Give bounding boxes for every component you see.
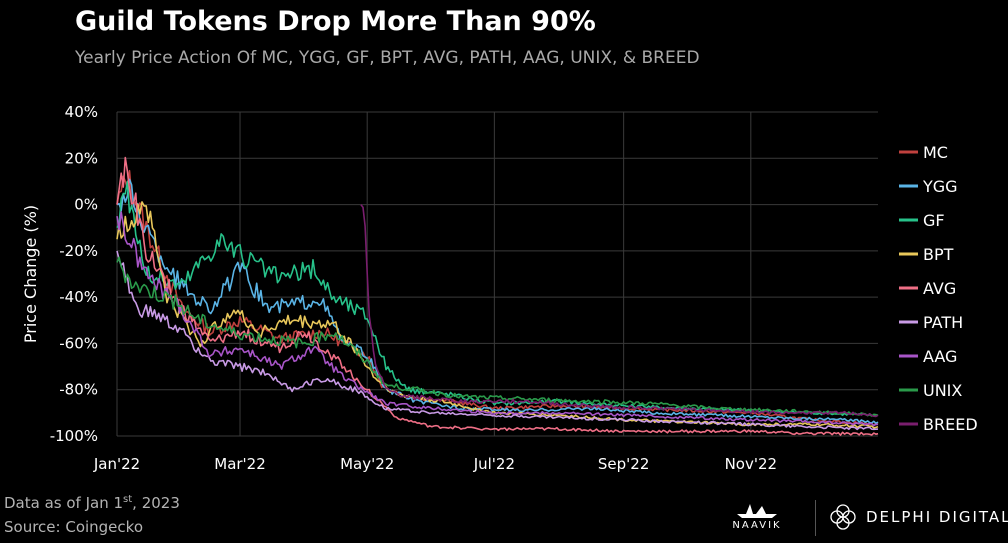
y-tick-label: -20% — [59, 242, 98, 260]
legend-label-mc: MC — [923, 143, 948, 162]
line-chart: 40% 20% 0% -20% -40% -60% -80% -100% Jan'22 Mar'2… — [21, 103, 978, 473]
naavik-label: NAAVIK — [732, 520, 782, 531]
x-tick-label: Nov'22 — [725, 455, 778, 473]
x-tick-label: Sep'22 — [598, 455, 649, 473]
y-tick-label: -100% — [50, 427, 98, 445]
chart-subtitle: Yearly Price Action Of MC, YGG, GF, BPT,… — [75, 48, 700, 68]
legend-label-breed: BREED — [923, 415, 978, 434]
source-note: Source: Coingecko — [4, 518, 143, 536]
series-line-ygg — [116, 178, 879, 425]
y-tick-label: -40% — [59, 288, 98, 306]
y-tick-label: 40% — [65, 103, 98, 121]
series-line-avg — [116, 156, 879, 436]
series-line-path — [116, 250, 879, 431]
logo-divider — [815, 500, 816, 536]
y-tick-label: -60% — [59, 334, 98, 352]
y-tick-label: -80% — [59, 381, 98, 399]
legend-label-gf: GF — [923, 211, 945, 230]
y-axis-label: Price Change (%) — [21, 205, 40, 343]
delphi-logo: DELPHI DIGITAL — [826, 500, 1008, 536]
x-tick-label: May'22 — [340, 455, 394, 473]
naavik-logo: NAAVIK — [722, 500, 792, 536]
series-line-mc — [116, 169, 879, 427]
data-date-note: Data as of Jan 1st, 2023 — [4, 494, 180, 512]
legend-label-path: PATH — [923, 313, 963, 332]
x-tick-label: Jul'22 — [473, 455, 515, 473]
legend-label-unix: UNIX — [923, 381, 962, 400]
legend-label-bpt: BPT — [923, 245, 954, 264]
series-line-unix — [116, 256, 879, 417]
flower-icon — [830, 504, 856, 530]
y-tick-label: 20% — [65, 149, 98, 167]
series-line-breed — [360, 204, 879, 418]
series-line-bpt — [116, 201, 879, 429]
series-line-aag — [116, 211, 879, 427]
y-tick-label: 0% — [74, 196, 98, 214]
legend-label-ygg: YGG — [922, 177, 958, 196]
series-line-gf — [116, 180, 879, 417]
delphi-label: DELPHI DIGITAL — [866, 508, 1008, 526]
legend-label-avg: AVG — [923, 279, 956, 298]
legend-label-aag: AAG — [923, 347, 957, 366]
chart-title: Guild Tokens Drop More Than 90% — [75, 6, 596, 37]
boat-icon — [737, 504, 777, 518]
x-tick-label: Mar'22 — [214, 455, 266, 473]
x-tick-label: Jan'22 — [93, 455, 140, 473]
